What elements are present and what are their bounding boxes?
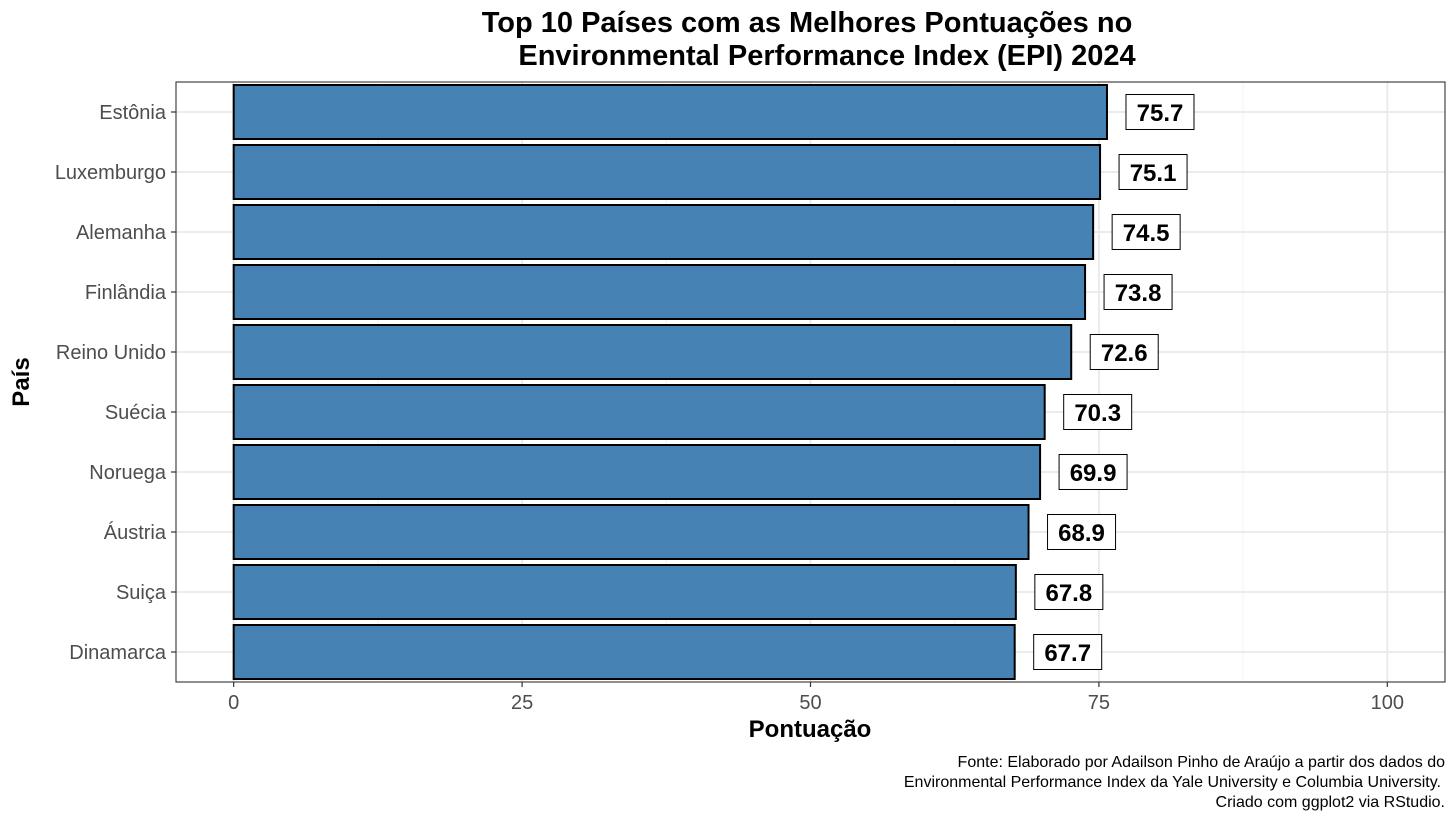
x-tick-label: 50 xyxy=(799,692,821,714)
bar-10 xyxy=(232,624,1016,680)
x-axis: 0 25 50 75 100 xyxy=(228,682,1404,714)
y-tick-label: Suécia xyxy=(105,402,167,424)
bar-7 xyxy=(232,444,1042,500)
y-tick-label: Áustria xyxy=(104,521,167,544)
y-tick-label: Estônia xyxy=(99,102,167,124)
bar-3 xyxy=(232,204,1095,260)
x-tick-label: 100 xyxy=(1371,692,1404,714)
caption-line-3: Criado com ggplot2 via RStudio. xyxy=(1216,794,1445,811)
y-tick-label: Finlândia xyxy=(85,282,167,304)
x-tick-label: 25 xyxy=(511,692,533,714)
x-tick-label: 75 xyxy=(1088,692,1110,714)
chart-title-line-1: Top 10 Países com as Melhores Pontuações… xyxy=(482,7,1133,39)
data-label: 69.9 xyxy=(1070,460,1117,487)
data-label: 72.6 xyxy=(1101,340,1148,367)
data-label-box xyxy=(1063,394,1133,430)
data-label-box xyxy=(1118,154,1188,190)
data-label-box xyxy=(1125,94,1195,130)
y-axis: Estônia Luxemburgo Alemanha Finlândia Reino … xyxy=(55,102,176,664)
data-label: 75.1 xyxy=(1130,160,1177,187)
data-labels: 75.7 75.1 74.5 73.8 72.6 70.3 69.9 68.9 67.8 67.7 xyxy=(1033,94,1195,670)
y-tick-label: Reino Unido xyxy=(56,342,166,364)
y-tick-label: Alemanha xyxy=(76,222,167,244)
data-label-box xyxy=(1111,214,1181,250)
data-label: 67.7 xyxy=(1044,640,1091,667)
bar-8 xyxy=(232,504,1030,560)
bar-6 xyxy=(232,384,1046,440)
y-tick-label: Dinamarca xyxy=(69,642,167,664)
x-axis-title: Pontuação xyxy=(749,716,872,743)
data-label-box xyxy=(1103,274,1173,310)
bar-9 xyxy=(232,564,1017,620)
data-label: 70.3 xyxy=(1074,400,1121,427)
data-label: 73.8 xyxy=(1115,280,1162,307)
data-label: 75.7 xyxy=(1137,100,1184,127)
data-label-box xyxy=(1089,334,1159,370)
data-label-box xyxy=(1033,634,1103,670)
bars xyxy=(232,84,1108,680)
data-label: 68.9 xyxy=(1058,520,1105,547)
data-label: 74.5 xyxy=(1123,220,1170,247)
y-tick-label: Noruega xyxy=(89,462,167,484)
caption-line-2: Environmental Performance Index da Yale … xyxy=(904,774,1441,791)
y-axis-title: País xyxy=(8,357,35,406)
data-label: 67.8 xyxy=(1045,580,1092,607)
x-tick-label: 0 xyxy=(228,692,239,714)
bar-5 xyxy=(232,324,1073,380)
bar-4 xyxy=(232,264,1087,320)
data-label-box xyxy=(1058,454,1128,490)
data-label-box xyxy=(1034,574,1104,610)
y-tick-label: Luxemburgo xyxy=(55,162,166,184)
caption-line-1: Fonte: Elaborado por Adailson Pinho de A… xyxy=(958,754,1446,771)
y-tick-label: Suiça xyxy=(116,582,167,604)
bar-1 xyxy=(232,84,1108,140)
data-label-box xyxy=(1047,514,1117,550)
bar-2 xyxy=(232,144,1102,200)
chart-title-line-2: Environmental Performance Index (EPI) 20… xyxy=(518,40,1135,72)
